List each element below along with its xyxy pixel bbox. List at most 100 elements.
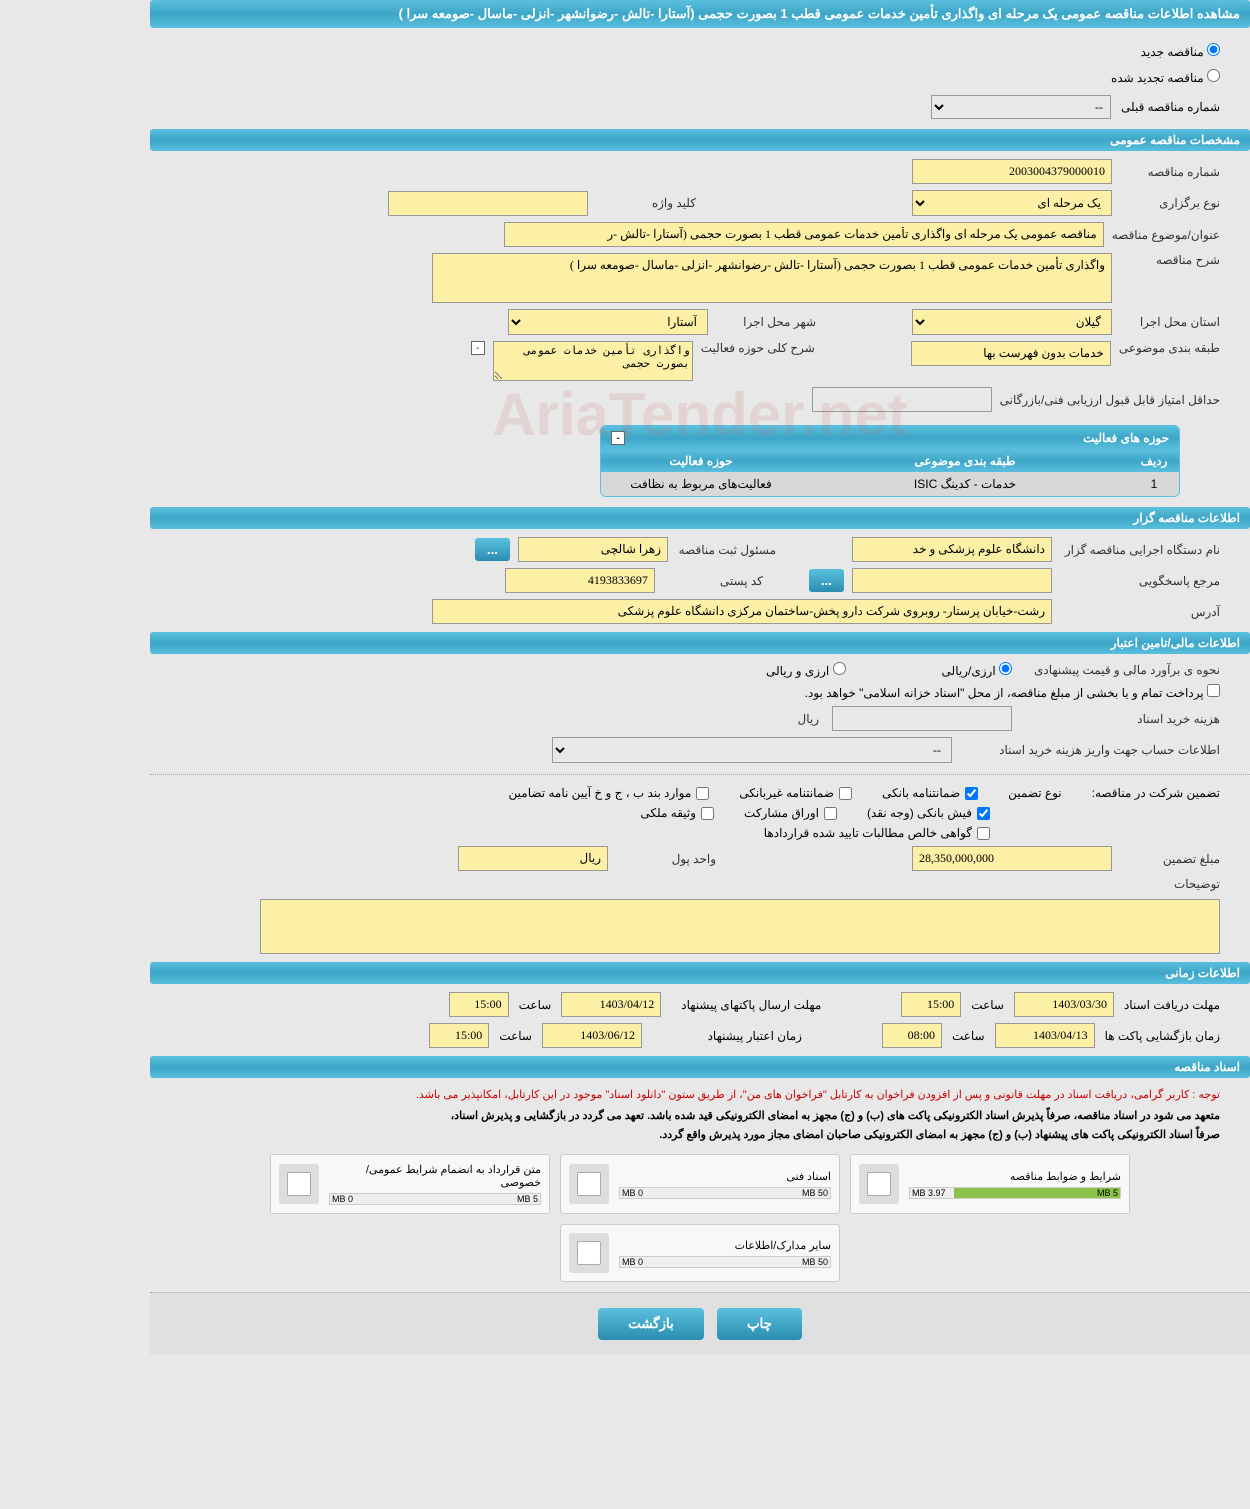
- print-button[interactable]: چاپ: [717, 1308, 802, 1340]
- notes-label: توضیحات: [1120, 877, 1220, 891]
- validity-date[interactable]: [542, 1023, 642, 1048]
- row-cat: خدمات - کدینگ ISIC: [801, 477, 1129, 491]
- notice-bold1: متعهد می شود در اسناد مناقصه، صرفاً پذیر…: [150, 1106, 1250, 1125]
- prev-tender-label: شماره مناقصه قبلی: [1121, 100, 1220, 114]
- address-label: آدرس: [1060, 605, 1220, 619]
- radio-new-tender[interactable]: مناقصه جدید: [1141, 45, 1220, 59]
- ref-input[interactable]: [852, 568, 1052, 593]
- address-input[interactable]: [432, 599, 1052, 624]
- doc-title: شرایط و ضوابط مناقصه: [909, 1170, 1121, 1183]
- account-select[interactable]: --: [552, 737, 952, 763]
- prev-tender-select[interactable]: --: [931, 95, 1111, 119]
- ref-more-button[interactable]: ...: [809, 569, 844, 592]
- doc-box[interactable]: سایر مدارک/اطلاعات 50 MB 0 MB: [560, 1224, 840, 1282]
- opening-label: زمان بازگشایی پاکت ها: [1105, 1029, 1220, 1043]
- row-field: فعالیت‌های مربوط به نظافت: [601, 477, 801, 491]
- notice-bold2: صرفاً اسناد الکترونیکی پاکت های پیشنهاد …: [150, 1125, 1250, 1144]
- province-select[interactable]: گیلان: [912, 309, 1112, 335]
- responsible-input[interactable]: [518, 537, 668, 562]
- holding-type-label: نوع برگزاری: [1120, 196, 1220, 210]
- activity-desc-multi[interactable]: واگذاری تأمین خدمات عمومی بصورت حجمی: [493, 341, 693, 381]
- doc-total: 50 MB: [802, 1257, 828, 1267]
- chk-property[interactable]: وثیقه ملکی: [640, 806, 714, 820]
- receive-date[interactable]: [1014, 992, 1114, 1017]
- folder-icon: [569, 1233, 609, 1273]
- city-select[interactable]: آستارا: [508, 309, 708, 335]
- tender-number-input[interactable]: [912, 159, 1112, 184]
- method-label: نحوه ی برآورد مالی و قیمت پیشنهادی: [1020, 663, 1220, 677]
- doc-used: 3.97 MB: [912, 1188, 946, 1198]
- chk-bank[interactable]: ضمانتنامه بانکی: [882, 786, 978, 800]
- chk-net[interactable]: گواهی خالص مطالبات تایید شده قراردادها: [764, 826, 990, 840]
- page-title: مشاهده اطلاعات مناقصه عمومی یک مرحله ای …: [150, 0, 1250, 28]
- hour-label-1: ساعت: [971, 998, 1004, 1012]
- col-field: حوزه فعالیت: [601, 454, 801, 468]
- chk-nonbank[interactable]: ضمانتنامه غیربانکی: [739, 786, 852, 800]
- method-opt1[interactable]: ارزی/ریالی: [942, 662, 1012, 678]
- hour-label-4: ساعت: [499, 1029, 532, 1043]
- radio-new-label: مناقصه جدید: [1141, 45, 1204, 59]
- col-cat: طبقه بندی موضوعی: [801, 454, 1129, 468]
- receive-deadline-label: مهلت دریافت اسناد: [1124, 998, 1220, 1012]
- doc-used: 0 MB: [332, 1194, 353, 1204]
- receive-hour[interactable]: [901, 992, 961, 1017]
- opening-hour[interactable]: [882, 1023, 942, 1048]
- currency-label: واحد پول: [616, 852, 716, 866]
- payment-note-check[interactable]: پرداخت تمام و یا بخشی از مبلغ مناقصه، از…: [805, 684, 1220, 700]
- responsible-label: مسئول ثبت مناقصه: [676, 543, 776, 557]
- validity-hour[interactable]: [429, 1023, 489, 1048]
- guarantee-type-label: نوع تضمین: [1008, 786, 1061, 800]
- back-button[interactable]: بازگشت: [598, 1308, 704, 1340]
- description-label: شرح مناقصه: [1120, 253, 1220, 267]
- activity-table-title: حوزه های فعالیت: [1083, 431, 1169, 445]
- agency-input[interactable]: [852, 537, 1052, 562]
- chk-bonds[interactable]: اوراق مشارکت: [744, 806, 837, 820]
- doc-cost-unit: ریال: [797, 712, 819, 726]
- min-score-input[interactable]: [812, 387, 992, 412]
- folder-icon: [279, 1164, 319, 1204]
- keyword-input[interactable]: [388, 191, 588, 216]
- guarantee-label: تضمین شرکت در مناقصه:: [1092, 786, 1220, 800]
- doc-title: متن قرارداد به انضمام شرایط عمومی/خصوصی: [329, 1163, 541, 1189]
- currency-input[interactable]: [458, 846, 608, 871]
- chk-fish[interactable]: فیش بانکی (وجه نقد): [867, 806, 990, 820]
- section-general-specs: مشخصات مناقصه عمومی: [150, 129, 1250, 151]
- activity-table: حوزه های فعالیت - ردیف طبقه بندی موضوعی …: [600, 425, 1180, 497]
- opening-date[interactable]: [995, 1023, 1095, 1048]
- holding-type-select[interactable]: یک مرحله ای: [912, 190, 1112, 216]
- col-idx: ردیف: [1129, 454, 1179, 468]
- description-textarea[interactable]: واگذاری تأمین خدمات عمومی قطب 1 بصورت حج…: [432, 253, 1112, 303]
- collapse-icon[interactable]: -: [471, 341, 485, 355]
- notes-textarea[interactable]: [260, 899, 1220, 954]
- min-score-label: حداقل امتیاز قابل قبول ارزیابی فنی/بازرگ…: [1000, 393, 1220, 407]
- table-collapse-icon[interactable]: -: [611, 431, 625, 445]
- guarantee-amount-input[interactable]: [912, 846, 1112, 871]
- doc-cost-input[interactable]: [832, 706, 1012, 731]
- folder-icon: [569, 1164, 609, 1204]
- doc-box[interactable]: اسناد فنی 50 MB 0 MB: [560, 1154, 840, 1214]
- submit-hour[interactable]: [449, 992, 509, 1017]
- doc-total: 50 MB: [802, 1188, 828, 1198]
- subject-input[interactable]: [504, 222, 1104, 247]
- tender-number-label: شماره مناقصه: [1120, 165, 1220, 179]
- notice-red: توجه : کاربر گرامی، دریافت اسناد در مهلت…: [150, 1083, 1250, 1106]
- category-label: طبقه بندی موضوعی: [1119, 341, 1220, 355]
- subject-label: عنوان/موضوع مناقصه: [1112, 228, 1220, 242]
- category-input[interactable]: [911, 341, 1111, 366]
- postal-input[interactable]: [505, 568, 655, 593]
- agency-label: نام دستگاه اجرایی مناقصه گزار: [1060, 543, 1220, 557]
- keyword-label: کلید واژه: [596, 196, 696, 210]
- doc-box[interactable]: شرایط و ضوابط مناقصه 5 MB 3.97 MB: [850, 1154, 1130, 1214]
- postal-label: کد پستی: [663, 574, 763, 588]
- more-button[interactable]: ...: [475, 538, 510, 561]
- progress-fill: [954, 1188, 1120, 1198]
- account-label: اطلاعات حساب جهت واریز هزینه خرید اسناد: [960, 743, 1220, 757]
- radio-renewed-tender[interactable]: مناقصه تجدید شده: [1111, 71, 1220, 85]
- chk-cases[interactable]: موارد بند ب ، ج و خ آیین نامه تضامین: [509, 786, 710, 800]
- ref-label: مرجع پاسخگویی: [1060, 574, 1220, 588]
- doc-title: اسناد فنی: [619, 1170, 831, 1183]
- doc-box[interactable]: متن قرارداد به انضمام شرایط عمومی/خصوصی …: [270, 1154, 550, 1214]
- hour-label-2: ساعت: [519, 998, 552, 1012]
- submit-date[interactable]: [561, 992, 661, 1017]
- method-opt2[interactable]: ارزی و ریالی: [766, 662, 846, 678]
